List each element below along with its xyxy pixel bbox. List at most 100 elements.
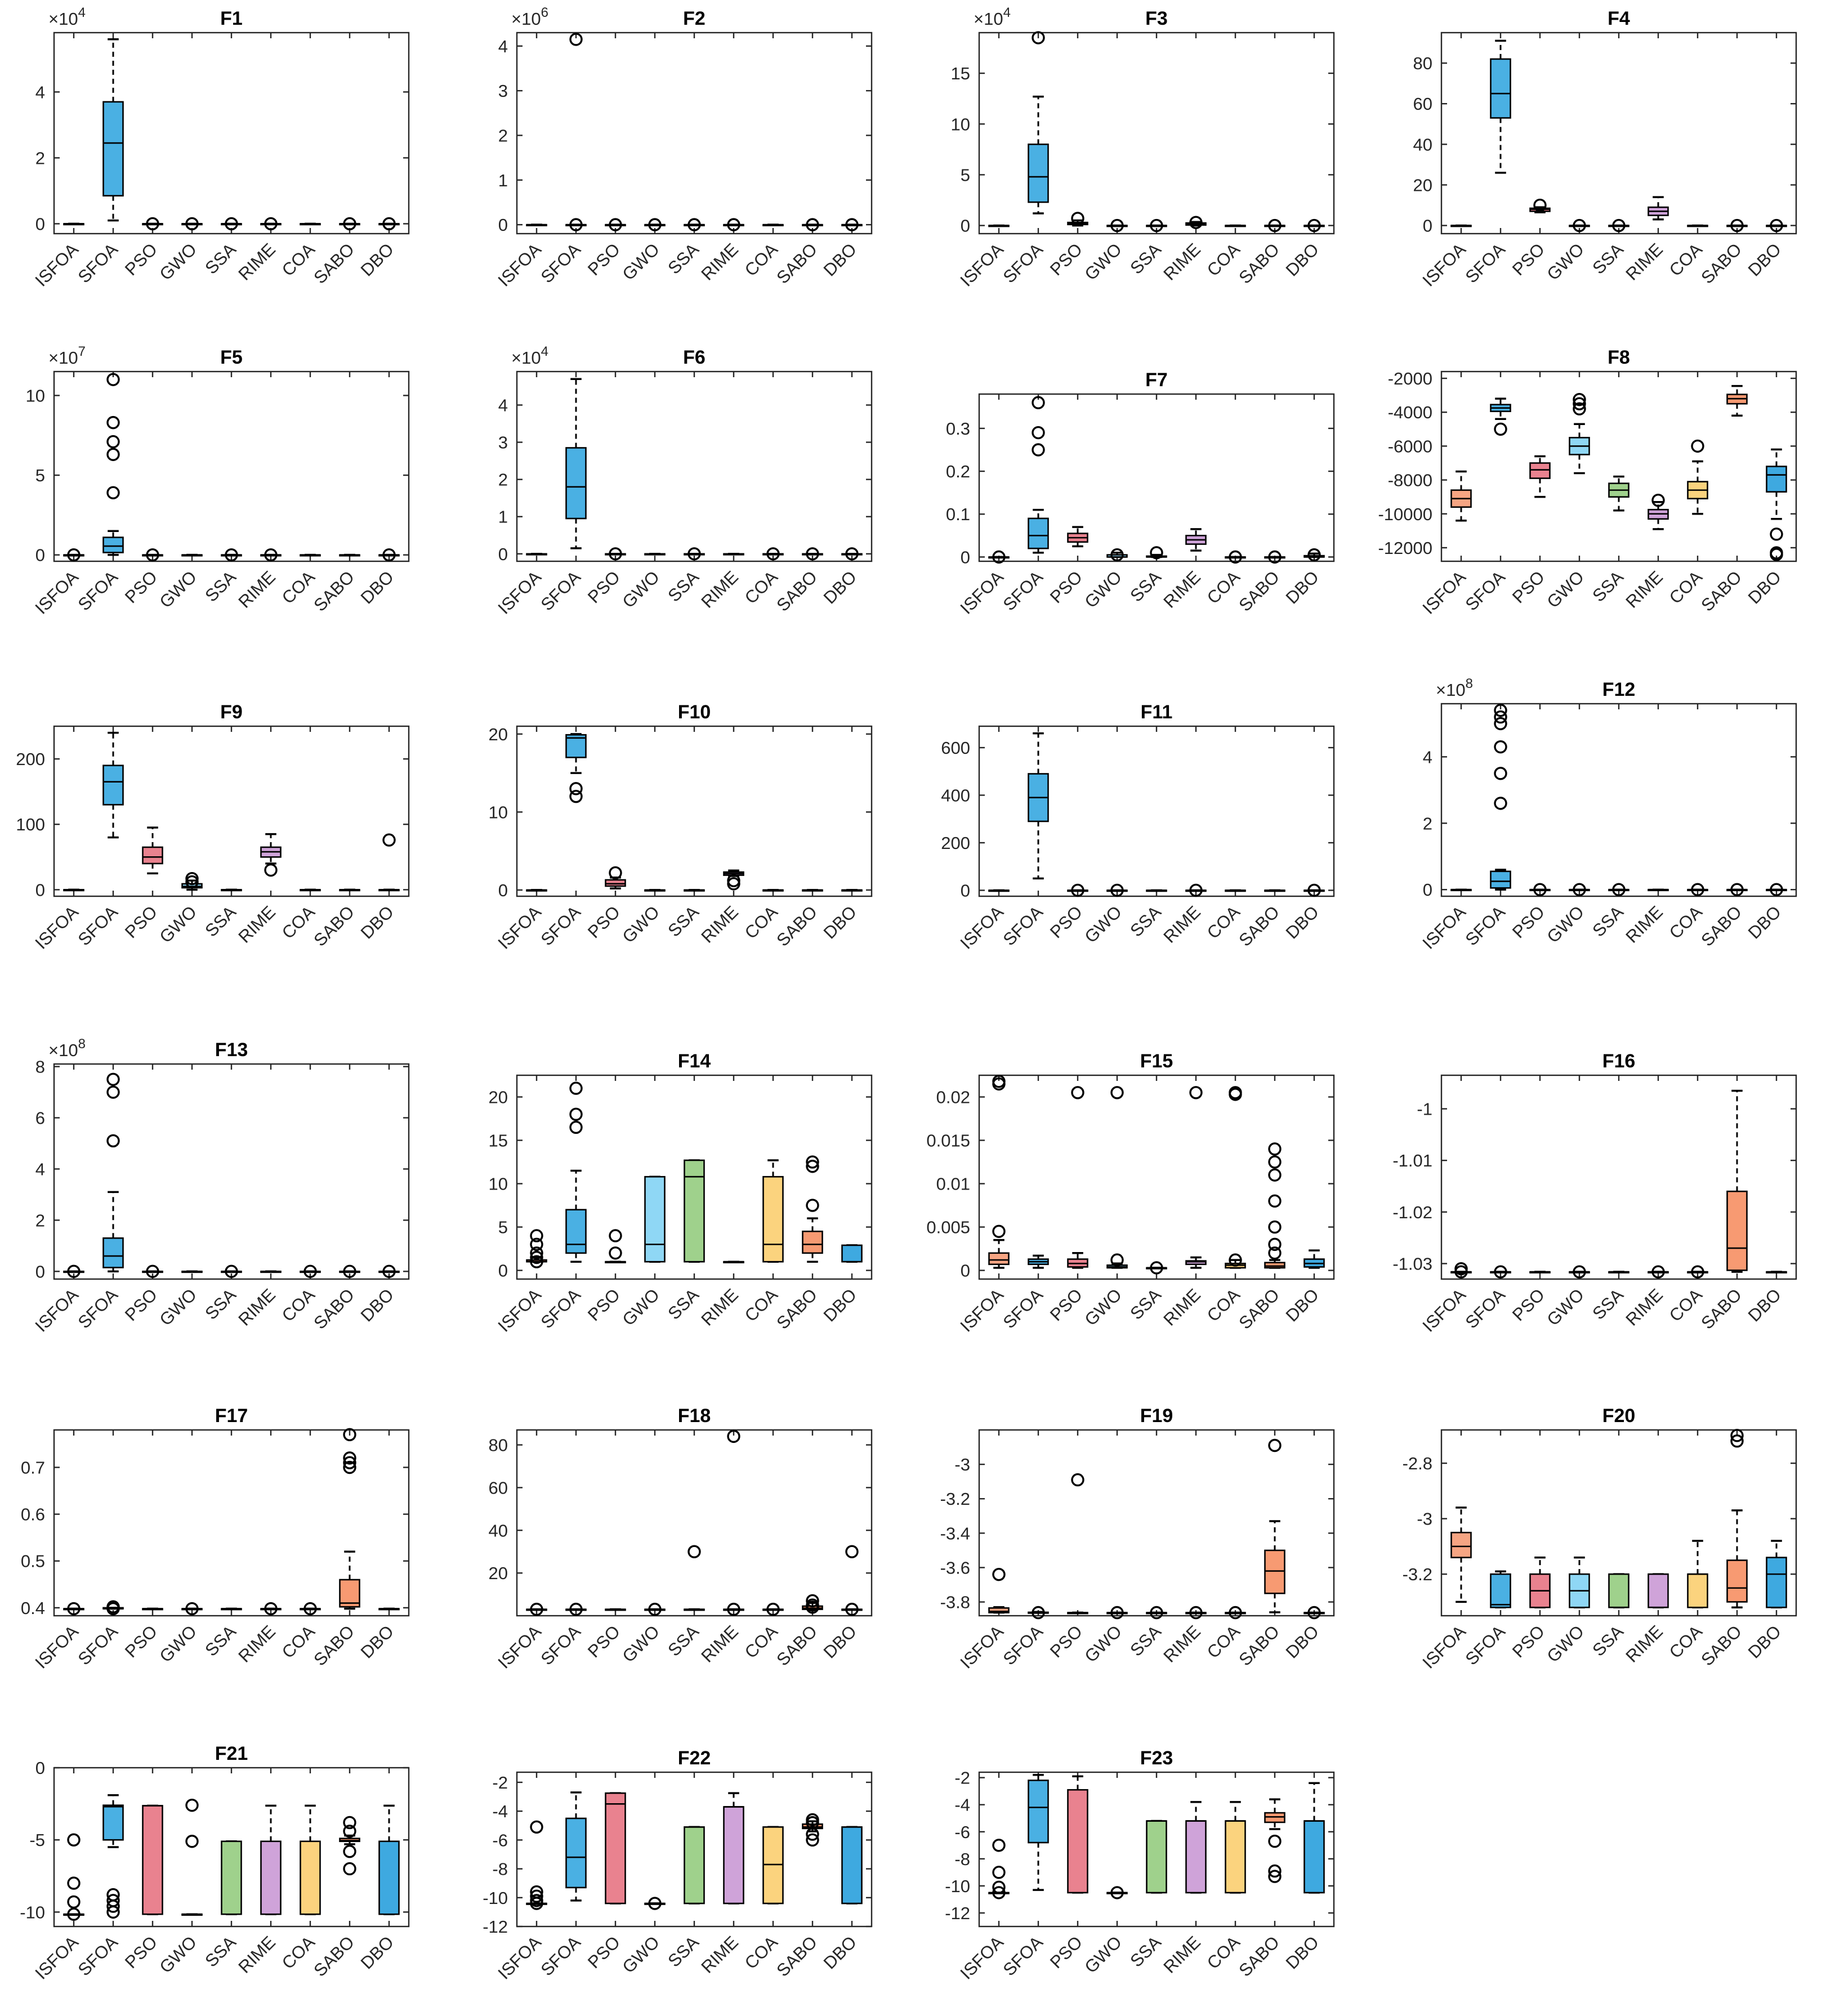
box-ssa: [684, 889, 705, 892]
outlier-point: [1071, 1086, 1084, 1099]
x-tick-label: PSO: [1046, 239, 1086, 279]
outlier-point: [185, 871, 199, 886]
outlier-point: [1110, 1606, 1124, 1620]
box-ssa: [221, 1264, 242, 1279]
x-tick-label: SFOA: [74, 1621, 122, 1669]
x-tick-label: DBO: [357, 239, 398, 280]
outlier-point: [569, 33, 583, 46]
x-tick-label: SSA: [1588, 1285, 1627, 1324]
outlier-point: [806, 1160, 819, 1173]
x-tick-label: SABO: [1697, 1621, 1745, 1670]
outlier-point: [1110, 883, 1124, 897]
box-gwo: [181, 1270, 203, 1273]
x-tick-label: GWO: [155, 1932, 200, 1977]
box-sfoa: [102, 731, 124, 839]
box-sfoa: [102, 373, 124, 556]
outlier-point: [382, 217, 396, 231]
y-tick-label: -2000: [1388, 369, 1432, 388]
y-tick-label: 40: [1413, 135, 1432, 154]
x-tick-label: GWO: [618, 1621, 663, 1666]
plot-title: F12: [1602, 679, 1636, 700]
box-coa: [762, 1159, 784, 1263]
outlier-point: [1573, 1265, 1586, 1279]
x-tick-label: GWO: [155, 902, 200, 947]
outlier-point: [1573, 397, 1586, 410]
box-dbo: [1303, 883, 1325, 897]
y-tick-label: -1: [1417, 1099, 1432, 1119]
outlier-point: [1110, 1886, 1124, 1899]
x-tick-label: GWO: [1543, 1285, 1588, 1330]
x-tick-label: SABO: [1235, 902, 1283, 950]
y-tick-label: 0: [1423, 216, 1432, 236]
box-coa: [1225, 1801, 1246, 1894]
box-coa: [300, 888, 321, 892]
x-tick-label: GWO: [1081, 567, 1126, 612]
y-tick-label: -6000: [1388, 436, 1432, 456]
x-tick-label: PSO: [584, 902, 624, 942]
x-tick-label: RIME: [697, 1285, 742, 1330]
iqr-box: [378, 1840, 400, 1915]
outlier-point: [1268, 1246, 1282, 1260]
box-rime: [1648, 1573, 1669, 1608]
x-tick-label: SSA: [1588, 239, 1627, 278]
x-tick-label: DBO: [820, 1621, 860, 1662]
outlier-point: [1730, 883, 1744, 896]
outlier-point: [530, 1246, 543, 1260]
box-sfoa: [1028, 732, 1049, 880]
outlier-point: [1612, 883, 1626, 896]
plot-title: F3: [1145, 8, 1168, 29]
x-tick-label: SABO: [310, 1932, 358, 1981]
outlier-point: [1770, 218, 1783, 233]
outlier-point: [1071, 1473, 1084, 1487]
x-tick-label: ISFOA: [31, 902, 82, 953]
outlier-point: [1150, 546, 1163, 560]
box-pso: [1067, 1473, 1088, 1615]
plot-title: F13: [215, 1039, 248, 1061]
iqr-box: [102, 537, 124, 553]
box-sabo: [339, 1816, 360, 1876]
box-gwo: [1569, 1556, 1590, 1608]
outlier-point: [609, 1229, 622, 1242]
box-dbo: [378, 1264, 400, 1279]
outlier-point: [648, 1602, 662, 1616]
outlier-point: [806, 218, 819, 231]
box-sabo: [1726, 1089, 1748, 1273]
x-tick-label: SSA: [201, 239, 240, 278]
box-pso: [142, 548, 163, 562]
outlier-point: [687, 547, 701, 561]
plot-title: F17: [215, 1405, 248, 1427]
outlier-point: [264, 1602, 278, 1616]
iqr-box: [565, 447, 587, 520]
x-tick-label: SABO: [773, 1285, 821, 1333]
x-tick-label: PSO: [121, 1932, 161, 1972]
y-tick-label: 15: [489, 1131, 508, 1151]
iqr-box: [605, 879, 626, 887]
x-tick-label: SABO: [1697, 902, 1745, 950]
x-tick-label: PSO: [121, 1285, 161, 1325]
box-coa: [762, 1602, 784, 1616]
box-gwo: [644, 1897, 666, 1910]
outlier-point: [343, 1451, 356, 1465]
outlier-point: [343, 1460, 356, 1474]
x-tick-label: DBO: [820, 902, 860, 942]
x-tick-label: ISFOA: [956, 1621, 1007, 1673]
outlier-point: [1770, 883, 1783, 896]
box-gwo: [1106, 548, 1128, 562]
outlier-point: [992, 1839, 1006, 1852]
x-tick-label: ISFOA: [494, 1932, 545, 1983]
y-tick-label: 0: [961, 547, 970, 567]
outlier-point: [727, 218, 740, 231]
box-sfoa: [1490, 704, 1511, 891]
box-pso: [1529, 455, 1551, 498]
outlier-point: [225, 548, 238, 562]
outlier-point: [1268, 218, 1282, 233]
x-tick-label: ISFOA: [31, 239, 82, 290]
iqr-box: [142, 1805, 163, 1915]
box-ssa: [684, 1159, 705, 1263]
box-rime: [1185, 1606, 1207, 1620]
x-tick-label: SSA: [201, 1932, 240, 1971]
outlier-point: [343, 1862, 356, 1876]
x-tick-label: SSA: [1126, 567, 1165, 606]
outlier-point: [806, 1199, 819, 1212]
